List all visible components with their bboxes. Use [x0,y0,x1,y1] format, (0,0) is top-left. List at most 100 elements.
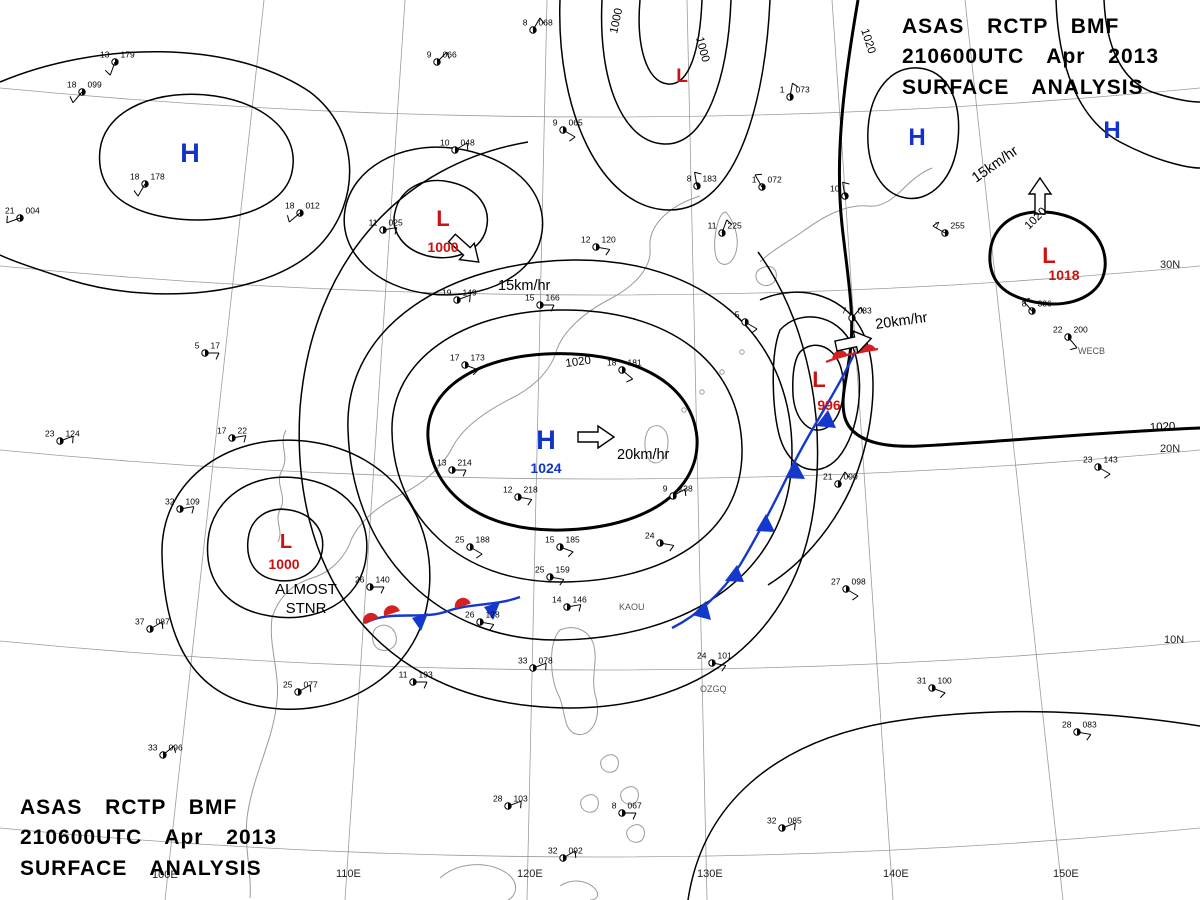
station-temp: 11 [708,221,717,231]
station-temp: 26 [355,575,365,585]
wind-barb-icon [754,174,763,188]
wind-barb-icon [744,321,758,330]
station-temp: 32 [548,846,558,856]
title-block-top: ASAS RCTP BMF 210600UTC Apr 2013 SURFACE… [902,12,1184,103]
station-plot: 23 143 [1083,455,1118,479]
station-plot: 32 092 [548,846,583,862]
station-plot: 32 085 [767,816,802,832]
wind-barb-icon [179,506,194,510]
station-plot: 17 22 [217,426,247,443]
station-plot: 25 077 [283,680,318,696]
wind-barb-icon [507,800,522,807]
wind-barb-icon [59,435,74,442]
isobar-label: 1020 [1150,421,1176,434]
station-temp: 10 [440,138,450,148]
longitude-label: 150E [1053,868,1079,880]
station-pressure: 065 [569,118,583,128]
station-temp: 33 [148,743,158,753]
station-pressure: 078 [539,656,553,666]
station-pressure: 087 [156,617,170,627]
wind-barb-icon [549,576,564,580]
wind-barb-icon [711,662,726,666]
station-temp: 32 [767,816,777,826]
pressure-value: 1000 [268,556,299,572]
wind-barb-icon [595,246,610,250]
wind-barb-icon [109,61,116,76]
station-temp: 5 [195,341,200,351]
station-temp: 18 [67,80,77,90]
wind-barb-icon [162,745,175,756]
station-plot: 11 225 [708,219,742,237]
station-plot: 28 083 [1062,720,1097,741]
cloud-cover-icon [560,543,564,551]
wind-barb-icon [566,604,581,608]
cloud-cover-icon [20,214,24,222]
wind-barb-icon [842,182,846,197]
station-plot: 10 048 [440,138,475,154]
station-pressure: 120 [602,235,616,245]
wind-barb-icon [789,83,793,98]
station-plot: 7 255 [932,221,965,237]
high-pressure-center: H [180,138,200,168]
station-temp: 8 [1022,299,1027,309]
station-pressure: 225 [728,221,742,231]
station-plot: 10 [830,181,850,200]
wind-barb-icon [845,588,859,597]
station-plot: 5 [735,310,758,334]
station-temp: 7 [935,221,940,231]
station-pressure: 214 [458,458,472,468]
station-plot: 24 [645,531,675,552]
fronts [362,344,879,631]
cold-front [671,351,857,630]
station-temp: 11 [399,670,408,680]
station-temp: 33 [518,656,528,666]
station-plot: 28 103 [493,794,528,810]
wind-barb-icon [837,471,846,485]
station-temp: 9 [553,118,558,128]
station-plot: 17 173 [450,353,485,376]
station-temp: 32 [165,497,175,507]
station-pressure: 068 [539,18,553,28]
high-pressure-center: H [908,124,925,151]
station-pressure: 193 [419,670,433,680]
station-pressure: 17 [211,341,221,351]
station-pressure: 149 [463,288,477,298]
station-pressure: 159 [556,565,570,575]
isobar-label: 1000 [608,7,625,35]
station-temp: 1 [752,175,757,185]
station-plot: 31 100 [917,676,952,699]
station-plot: 21 090 [823,472,858,488]
station-pressure: 146 [573,595,587,605]
front-speed-label: 15km/hr [498,278,551,294]
wind-barb-icon [781,822,796,829]
station-pressure: 090 [844,472,858,482]
motion-arrow-icon [1027,176,1053,215]
station-temp: 15 [545,535,555,545]
chart-type-line: SURFACE ANALYSIS [902,75,1144,99]
station-temp: 11 [369,218,378,228]
station-plot: 11 025 [369,218,403,235]
station-plot: 33 078 [518,656,553,672]
station-pressure: 083 [1083,720,1097,730]
station-pressure: 072 [768,175,782,185]
cloud-cover-icon [145,180,149,188]
high-pressure-center: H [1103,117,1120,144]
low-pressure-center: L [436,206,449,231]
low-pressure-center: L [1042,243,1055,268]
wind-barb-icon [231,435,246,439]
station-pressure: 128 [486,610,500,620]
wind-barb-icon [532,17,541,31]
latitude-label: 10N [1164,634,1184,646]
station-pressure: 200 [1074,325,1088,335]
station-plot: 33 096 [148,743,183,759]
station-pressure: 185 [566,535,580,545]
front-speed-label: 20km/hr [874,310,928,333]
station-plot: 25 188 [455,535,490,559]
low-pressure-center: L [676,66,688,87]
station-pressure: 098 [852,577,866,587]
station-temp: 25 [455,535,465,545]
station-temp: 25 [283,680,293,690]
station-plot: 8 068 [523,18,553,34]
station-pressure: 140 [376,575,390,585]
